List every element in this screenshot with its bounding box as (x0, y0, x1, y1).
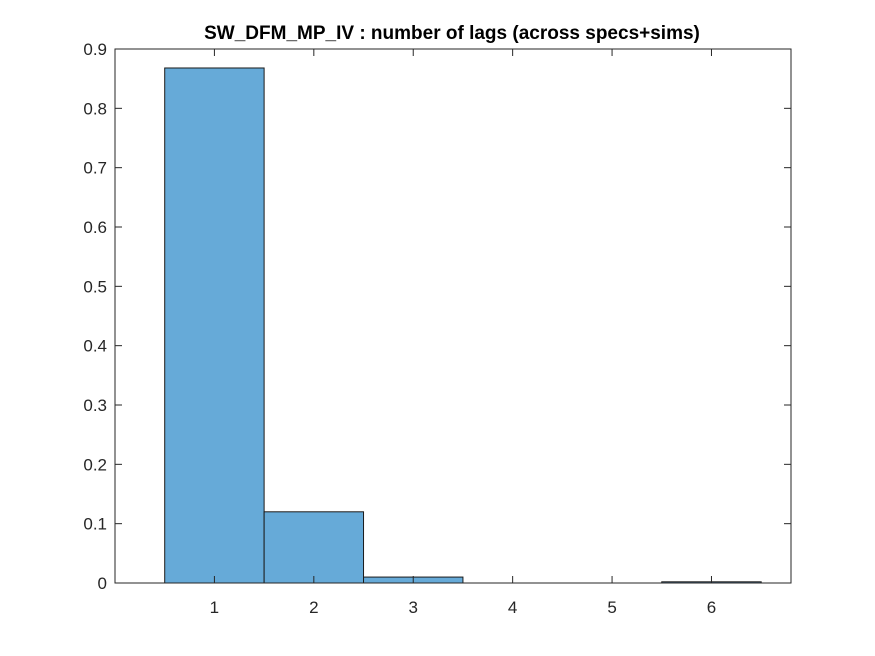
y-tick-label: 0.7 (83, 159, 107, 178)
x-axis: 1 2 3 4 5 6 (210, 49, 716, 617)
y-tick-label: 0.9 (83, 40, 107, 59)
y-tick-label: 0.8 (83, 99, 107, 118)
x-tick-label: 3 (409, 598, 418, 617)
bar-2 (263, 511, 365, 584)
bars-group (164, 67, 762, 584)
x-tick-label: 1 (210, 598, 219, 617)
y-tick-label: 0.5 (83, 277, 107, 296)
y-tick-label: 0.3 (83, 396, 107, 415)
y-tick-label: 0.6 (83, 218, 107, 237)
plot-area-frame (114, 48, 792, 584)
x-tick-label: 5 (607, 598, 616, 617)
x-tick-label: 4 (508, 598, 517, 617)
y-tick-label: 0.4 (83, 337, 107, 356)
x-tick-label: 2 (309, 598, 318, 617)
y-tick-label: 0.2 (83, 455, 107, 474)
chart-title: SW_DFM_MP_IV : number of lags (across sp… (204, 23, 700, 44)
y-tick-label: 0.1 (83, 515, 107, 534)
y-tick-label: 0 (98, 574, 107, 593)
bar-1 (164, 67, 265, 584)
x-tick-label: 6 (707, 598, 716, 617)
y-axis: 0 0.1 0.2 0.3 0.4 0.5 0.6 0.7 0.8 0.9 (83, 40, 791, 593)
